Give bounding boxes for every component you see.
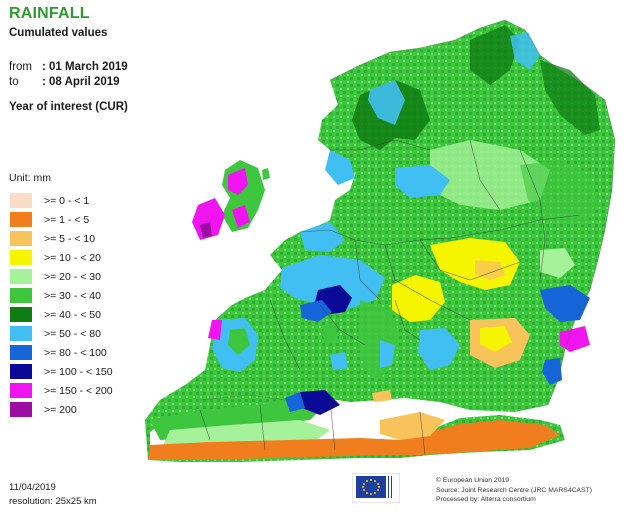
legend-item: >= 150 - < 200 — [10, 381, 113, 400]
legend-swatch — [10, 231, 32, 246]
legend-label: >= 50 - < 80 — [44, 327, 101, 340]
legend-swatch — [10, 269, 32, 284]
legend-swatch — [10, 383, 32, 398]
legend-item: >= 200 — [10, 400, 113, 419]
credit-line: Source: Joint Research Centre (JRC MARS4… — [436, 486, 592, 494]
legend-item: >= 80 - < 100 — [10, 343, 113, 362]
legend-label: >= 30 - < 40 — [44, 289, 101, 302]
rainfall-zones — [148, 25, 600, 460]
map-subtitle: Cumulated values — [9, 27, 108, 39]
islands — [192, 160, 392, 402]
legend-swatch — [10, 345, 32, 360]
legend-swatch — [10, 250, 32, 265]
legend-unit: Unit: mm — [9, 172, 51, 184]
legend-label: >= 40 - < 50 — [44, 308, 101, 321]
resolution-label: resolution: 25x25 km — [9, 496, 97, 507]
legend-item: >= 1 - < 5 — [10, 210, 113, 229]
legend-label: >= 200 — [44, 403, 77, 416]
legend-item: >= 50 - < 80 — [10, 324, 113, 343]
legend-item: >= 0 - < 1 — [10, 191, 113, 210]
legend-swatch — [10, 402, 32, 417]
legend-label: >= 0 - < 1 — [44, 194, 90, 207]
legend-label: >= 20 - < 30 — [44, 270, 101, 283]
period-block: from : 01 March 2019 to : 08 April 2019 — [9, 60, 128, 90]
eu-flag-logo — [352, 473, 400, 503]
from-date: : 01 March 2019 — [42, 61, 128, 73]
credit-line: Processed by: Alterra consortium — [436, 496, 536, 503]
legend-swatch — [10, 212, 32, 227]
map-title: RAINFALL — [9, 5, 90, 22]
legend-swatch — [10, 326, 32, 341]
issue-date: 11/04/2019 — [9, 482, 56, 493]
legend-label: >= 150 - < 200 — [44, 384, 113, 397]
legend-item: >= 10 - < 20 — [10, 248, 113, 267]
legend-label: >= 80 - < 100 — [44, 346, 107, 359]
legend-swatch — [10, 307, 32, 322]
year-of-interest: Year of interest (CUR) — [9, 101, 128, 113]
legend-item: >= 100 - < 150 — [10, 362, 113, 381]
legend-swatch — [10, 364, 32, 379]
legend-label: >= 100 - < 150 — [44, 365, 113, 378]
credits: © European Union 2019 Source: Joint Rese… — [436, 476, 592, 505]
to-date: : 08 April 2019 — [42, 76, 120, 88]
legend-label: >= 1 - < 5 — [44, 213, 90, 226]
legend-item: >= 30 - < 40 — [10, 286, 113, 305]
legend-item: >= 20 - < 30 — [10, 267, 113, 286]
from-label: from — [9, 61, 32, 73]
legend-item: >= 40 - < 50 — [10, 305, 113, 324]
legend-item: >= 5 - < 10 — [10, 229, 113, 248]
legend-swatch — [10, 193, 32, 208]
legend-swatch — [10, 288, 32, 303]
legend: >= 0 - < 1 >= 1 - < 5 >= 5 - < 10 >= 10 - <… — [10, 191, 113, 419]
legend-label: >= 10 - < 20 — [44, 251, 101, 264]
coastline — [199, 19, 616, 406]
country-borders — [199, 139, 581, 456]
to-label: to — [9, 76, 19, 88]
credit-line: © European Union 2019 — [436, 477, 510, 484]
legend-label: >= 5 - < 10 — [44, 232, 96, 245]
